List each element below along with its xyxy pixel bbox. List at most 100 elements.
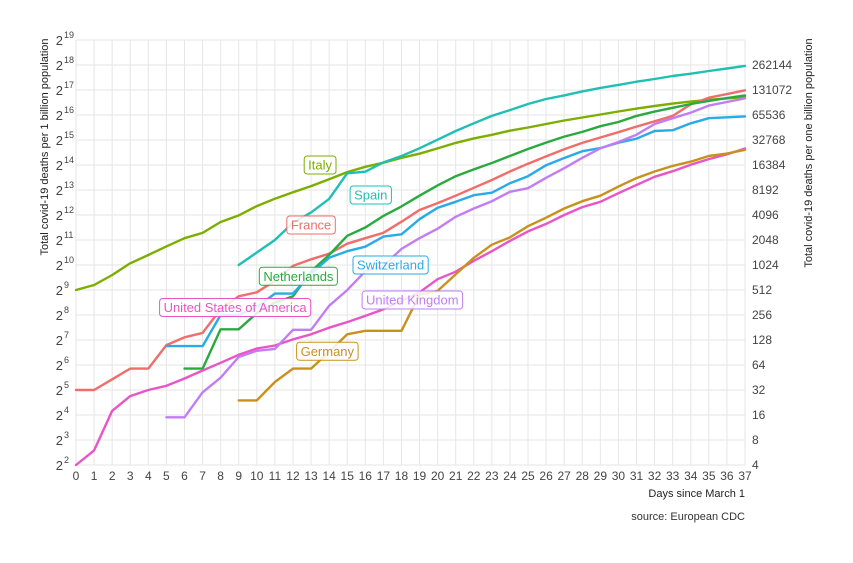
- right-tick-label: 16: [752, 408, 766, 422]
- x-tick-label: 23: [485, 469, 499, 483]
- series-label-box: [352, 255, 429, 275]
- series-labels: Italy Spain France Netherlands Switzerland Un…: [159, 155, 464, 361]
- x-tick-label: 12: [286, 469, 300, 483]
- left-tick-base: 2: [56, 33, 63, 48]
- series-label: Switzerland: [352, 255, 429, 275]
- series-label: Germany: [296, 341, 359, 361]
- left-tick-exponent: 15: [64, 130, 74, 140]
- x-tick-label: 16: [359, 469, 373, 483]
- series-line-spain: [237, 64, 747, 267]
- x-tick-label: 21: [449, 469, 463, 483]
- left-tick-base: 2: [56, 208, 63, 223]
- x-tick-label: 5: [163, 469, 170, 483]
- right-tick-label: 262144: [752, 58, 792, 72]
- left-tick-base: 2: [56, 233, 63, 248]
- source-note: source: European CDC: [631, 511, 745, 523]
- right-tick-label: 4096: [752, 208, 779, 222]
- x-tick-label: 14: [322, 469, 336, 483]
- right-tick-label: 65536: [752, 108, 786, 122]
- left-tick-exponent: 9: [64, 280, 69, 290]
- left-tick-label: 2 12: [56, 205, 74, 223]
- left-tick-label: 2 15: [56, 130, 74, 148]
- x-tick-label: 28: [576, 469, 590, 483]
- series-label-text: Netherlands: [263, 269, 334, 284]
- right-tick-label: 16384: [752, 158, 786, 172]
- series-label-text: Spain: [354, 188, 387, 203]
- left-tick-exponent: 3: [64, 430, 69, 440]
- x-tick-label: 13: [304, 469, 318, 483]
- series-label-box: [258, 266, 338, 286]
- left-tick-base: 2: [56, 433, 63, 448]
- series-label: Netherlands: [258, 266, 338, 286]
- series-line-united-kingdom: [165, 97, 747, 419]
- left-tick-exponent: 4: [64, 405, 69, 415]
- right-tick-label: 32: [752, 383, 766, 397]
- left-tick-base: 2: [56, 58, 63, 73]
- series-label-box: [296, 341, 359, 361]
- right-tick-label: 8192: [752, 183, 779, 197]
- left-tick-base: 2: [56, 158, 63, 173]
- series-label: United Kingdom: [361, 290, 464, 310]
- right-tick-label: 131072: [752, 83, 792, 97]
- left-tick-exponent: 19: [64, 30, 74, 40]
- x-tick-label: 19: [413, 469, 427, 483]
- x-tick-label: 36: [720, 469, 734, 483]
- left-tick-base: 2: [56, 308, 63, 323]
- series-label-text: United Kingdom: [366, 293, 459, 308]
- left-tick-base: 2: [56, 458, 63, 473]
- series-label-box: [159, 298, 312, 317]
- series-label-box: [303, 155, 337, 175]
- left-tick-exponent: 5: [64, 380, 69, 390]
- left-tick-base: 2: [56, 358, 63, 373]
- left-tick-base: 2: [56, 258, 63, 273]
- series-line-netherlands: [183, 94, 747, 370]
- x-tick-label: 18: [395, 469, 409, 483]
- left-tick-base: 2: [56, 333, 63, 348]
- left-tick-exponent: 7: [64, 330, 69, 340]
- left-tick-exponent: 14: [64, 155, 74, 165]
- x-tick-label: 32: [648, 469, 662, 483]
- x-tick-label: 26: [539, 469, 553, 483]
- series-label: France: [286, 215, 336, 235]
- right-tick-label: 4: [752, 458, 759, 472]
- left-tick-base: 2: [56, 108, 63, 123]
- right-tick-label: 1024: [752, 258, 779, 272]
- x-tick-label: 34: [684, 469, 698, 483]
- series-label-text: Switzerland: [357, 258, 424, 273]
- x-tick-label: 25: [521, 469, 535, 483]
- right-tick-label: 256: [752, 308, 772, 322]
- left-tick-exponent: 10: [64, 255, 74, 265]
- left-tick-label: 2 19: [56, 30, 74, 48]
- grid: [75, 39, 746, 466]
- left-tick-base: 2: [56, 183, 63, 198]
- series-label-box: [349, 185, 392, 205]
- y-axis-title-right: Total covid-19 deaths per one billion po…: [803, 38, 815, 267]
- series-label-box: [361, 290, 464, 310]
- x-tick-label: 0: [73, 469, 80, 483]
- x-tick-label: 37: [738, 469, 752, 483]
- left-tick-base: 2: [56, 383, 63, 398]
- left-tick-exponent: 12: [64, 205, 74, 215]
- x-tick-label: 7: [199, 469, 206, 483]
- left-axis-ticks: 2 22 32 42 52 62 72 82 92 102 112 122 132 142 152 162 17…: [56, 30, 74, 473]
- x-tick-label: 8: [217, 469, 224, 483]
- x-tick-label: 11: [269, 469, 282, 483]
- x-tick-label: 20: [431, 469, 445, 483]
- series-label: Spain: [349, 185, 392, 205]
- left-tick-base: 2: [56, 83, 63, 98]
- x-tick-label: 17: [377, 469, 391, 483]
- x-tick-label: 24: [503, 469, 517, 483]
- x-tick-label: 10: [250, 469, 264, 483]
- left-tick-label: 2 14: [56, 155, 74, 173]
- x-tick-label: 1: [91, 469, 98, 483]
- left-tick-exponent: 8: [64, 305, 69, 315]
- left-tick-label: 2 17: [56, 80, 74, 98]
- x-tick-label: 2: [109, 469, 116, 483]
- x-tick-label: 22: [467, 469, 481, 483]
